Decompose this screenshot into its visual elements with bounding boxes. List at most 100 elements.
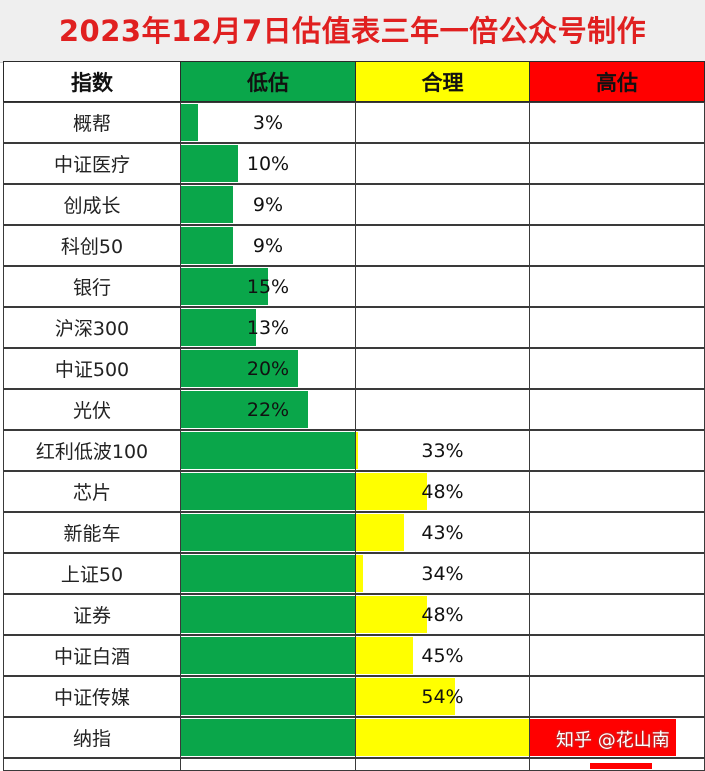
index-name: 证券 bbox=[3, 594, 181, 635]
cell-low bbox=[180, 594, 356, 635]
cell-fair: 48% bbox=[355, 471, 530, 512]
cell-low: 22% bbox=[180, 389, 356, 430]
value-label: 45% bbox=[421, 644, 464, 667]
index-name: 光伏 bbox=[3, 389, 181, 430]
cell-low bbox=[180, 553, 356, 594]
value-bar bbox=[181, 104, 198, 141]
value-bar bbox=[181, 227, 233, 264]
partial-row-cell bbox=[180, 758, 356, 771]
value-bar bbox=[356, 473, 427, 510]
index-name: 沪深300 bbox=[3, 307, 181, 348]
value-bar bbox=[181, 268, 268, 305]
cell-fair bbox=[355, 307, 530, 348]
value-label: 33% bbox=[421, 439, 464, 462]
watermark: 知乎 @花山南 bbox=[556, 730, 670, 751]
cell-high bbox=[529, 307, 705, 348]
cell-fair bbox=[355, 225, 530, 266]
cell-fair bbox=[355, 389, 530, 430]
bar-full bbox=[181, 473, 355, 510]
cell-fair bbox=[355, 348, 530, 389]
cell-low bbox=[180, 717, 356, 758]
bar-full bbox=[181, 678, 355, 715]
cell-low: 20% bbox=[180, 348, 356, 389]
index-name: 芯片 bbox=[3, 471, 181, 512]
index-name: 创成长 bbox=[3, 184, 181, 225]
index-name: 概帮 bbox=[3, 102, 181, 143]
value-bar bbox=[181, 350, 298, 387]
value-label: 9% bbox=[252, 193, 284, 216]
cell-fair bbox=[355, 184, 530, 225]
cell-low: 9% bbox=[180, 184, 356, 225]
cell-low: 13% bbox=[180, 307, 356, 348]
header-fair: 合理 bbox=[355, 61, 530, 102]
index-name: 银行 bbox=[3, 266, 181, 307]
cell-high bbox=[529, 389, 705, 430]
index-name: 上证50 bbox=[3, 553, 181, 594]
value-bar bbox=[356, 596, 427, 633]
cell-fair: 33% bbox=[355, 430, 530, 471]
value-label: 22% bbox=[246, 398, 290, 421]
cell-fair: 43% bbox=[355, 512, 530, 553]
cell-high bbox=[529, 225, 705, 266]
value-bar bbox=[181, 391, 308, 428]
value-label: 3% bbox=[252, 111, 284, 134]
header-high: 高估 bbox=[529, 61, 705, 102]
value-label: 20% bbox=[246, 357, 290, 380]
header-index: 指数 bbox=[3, 61, 181, 102]
value-bar bbox=[181, 186, 233, 223]
cell-high bbox=[529, 266, 705, 307]
cell-fair bbox=[355, 717, 530, 758]
index-name: 中证500 bbox=[3, 348, 181, 389]
value-label: 34% bbox=[421, 562, 464, 585]
cell-low bbox=[180, 471, 356, 512]
cell-low bbox=[180, 676, 356, 717]
cell-fair: 45% bbox=[355, 635, 530, 676]
page-title: 2023年12月7日估值表三年一倍公众号制作 bbox=[0, 0, 705, 63]
value-bar bbox=[530, 719, 676, 756]
index-name: 中证白酒 bbox=[3, 635, 181, 676]
value-bar bbox=[356, 637, 413, 674]
cell-high bbox=[529, 348, 705, 389]
cell-high bbox=[529, 717, 705, 758]
cell-low: 9% bbox=[180, 225, 356, 266]
index-name: 红利低波100 bbox=[3, 430, 181, 471]
bar-full bbox=[356, 719, 529, 756]
bar-full bbox=[181, 719, 355, 756]
value-label: 10% bbox=[246, 152, 290, 175]
cell-low: 15% bbox=[180, 266, 356, 307]
value-label: 15% bbox=[246, 275, 290, 298]
value-bar bbox=[181, 145, 238, 182]
cell-low: 3% bbox=[180, 102, 356, 143]
header-low: 低估 bbox=[180, 61, 356, 102]
bar-full bbox=[181, 637, 355, 674]
cell-high bbox=[529, 512, 705, 553]
bar-full bbox=[181, 514, 355, 551]
cell-low bbox=[180, 512, 356, 553]
partial-bar bbox=[590, 763, 652, 769]
cell-high bbox=[529, 676, 705, 717]
cell-high bbox=[529, 184, 705, 225]
value-bar bbox=[356, 514, 404, 551]
bar-full bbox=[181, 432, 355, 469]
index-name: 中证传媒 bbox=[3, 676, 181, 717]
index-name: 中证医疗 bbox=[3, 143, 181, 184]
partial-row-cell bbox=[3, 758, 181, 771]
cell-fair: 48% bbox=[355, 594, 530, 635]
value-bar bbox=[356, 555, 363, 592]
cell-fair bbox=[355, 143, 530, 184]
cell-high bbox=[529, 471, 705, 512]
cell-low: 10% bbox=[180, 143, 356, 184]
index-name: 科创50 bbox=[3, 225, 181, 266]
index-name: 纳指 bbox=[3, 717, 181, 758]
cell-high bbox=[529, 143, 705, 184]
partial-row-cell bbox=[355, 758, 530, 771]
value-label: 48% bbox=[421, 603, 464, 626]
cell-high bbox=[529, 553, 705, 594]
cell-fair: 54% bbox=[355, 676, 530, 717]
cell-low bbox=[180, 635, 356, 676]
cell-high bbox=[529, 430, 705, 471]
cell-low bbox=[180, 430, 356, 471]
value-label: 13% bbox=[246, 316, 290, 339]
value-label: 54% bbox=[421, 685, 464, 708]
